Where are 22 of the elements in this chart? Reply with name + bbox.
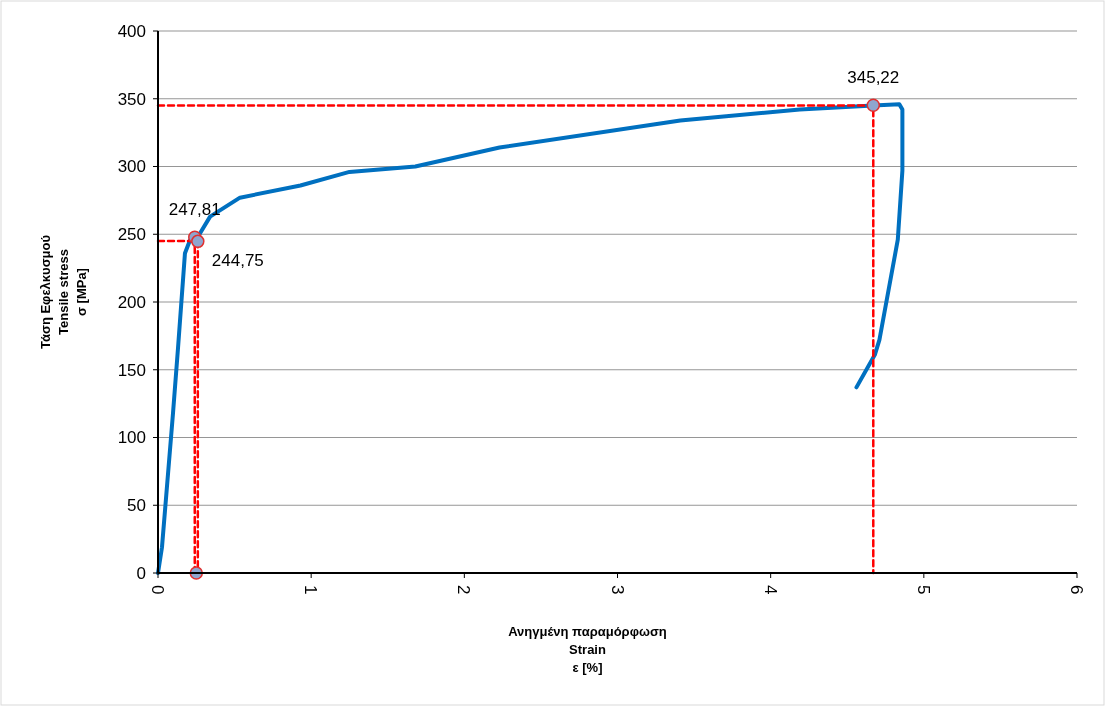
y-tick-label: 150 — [117, 360, 146, 380]
x-tick-label: 4 — [760, 585, 780, 595]
y-tick-label: 350 — [117, 89, 146, 109]
x-tick-label: 5 — [913, 585, 933, 595]
x-tick-label: 3 — [607, 585, 627, 595]
y-axis-title: Τάση Εφελκυσμού Tensile stress σ [MPa] — [38, 234, 89, 349]
data-label: 345,22 — [847, 68, 900, 88]
data-label: 247,81 — [168, 200, 221, 220]
y-tick-label: 300 — [117, 157, 146, 177]
data-label: 244,75 — [211, 251, 264, 271]
y-tick-label: 200 — [117, 292, 146, 312]
point — [191, 234, 205, 249]
x-tick-label: 6 — [1067, 585, 1087, 595]
y-tick-label: 400 — [117, 21, 146, 41]
x-tick-label: 2 — [454, 585, 474, 595]
y-tick-label: 50 — [127, 496, 146, 516]
point — [866, 98, 881, 112]
x-tick-label: 1 — [301, 585, 321, 595]
x-axis-title: Ανηγμένη παραμόρφωση Strain ε [%] — [508, 624, 667, 675]
y-tick-label: 100 — [117, 428, 146, 448]
y-tick-label: 250 — [117, 225, 146, 245]
x-tick-label: 0 — [148, 585, 168, 595]
